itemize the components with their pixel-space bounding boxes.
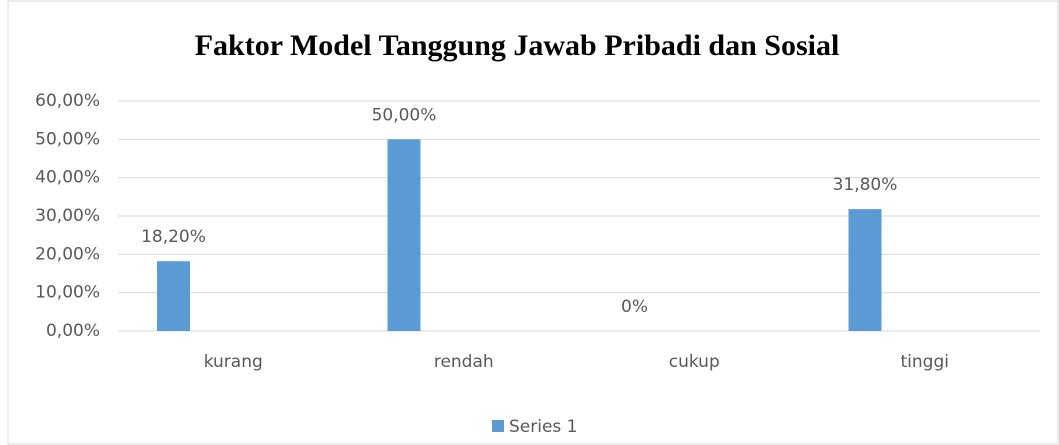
x-tick-label: tinggi (901, 352, 949, 372)
y-tick-label: 0,00% (46, 321, 100, 341)
legend-swatch (492, 420, 504, 432)
legend-label: Series 1 (509, 417, 578, 437)
x-tick-label: cukup (669, 352, 720, 372)
bar (157, 261, 190, 331)
data-label: 50,00% (372, 105, 437, 125)
chart-title: Faktor Model Tanggung Jawab Pribadi dan … (195, 29, 840, 62)
y-tick-label: 10,00% (35, 283, 100, 303)
data-label: 0% (621, 297, 648, 317)
y-tick-label: 30,00% (35, 206, 100, 226)
bar (848, 209, 882, 331)
y-tick-label: 50,00% (35, 129, 100, 149)
x-tick-label: kurang (204, 352, 263, 372)
data-label: 31,80% (833, 175, 898, 195)
y-tick-label: 20,00% (35, 244, 100, 264)
y-tick-label: 60,00% (35, 91, 100, 111)
x-tick-label: rendah (434, 352, 494, 372)
y-tick-label: 40,00% (35, 168, 100, 188)
bar (387, 139, 421, 331)
chart-frame (7, 0, 1059, 445)
data-label: 18,20% (141, 227, 206, 247)
